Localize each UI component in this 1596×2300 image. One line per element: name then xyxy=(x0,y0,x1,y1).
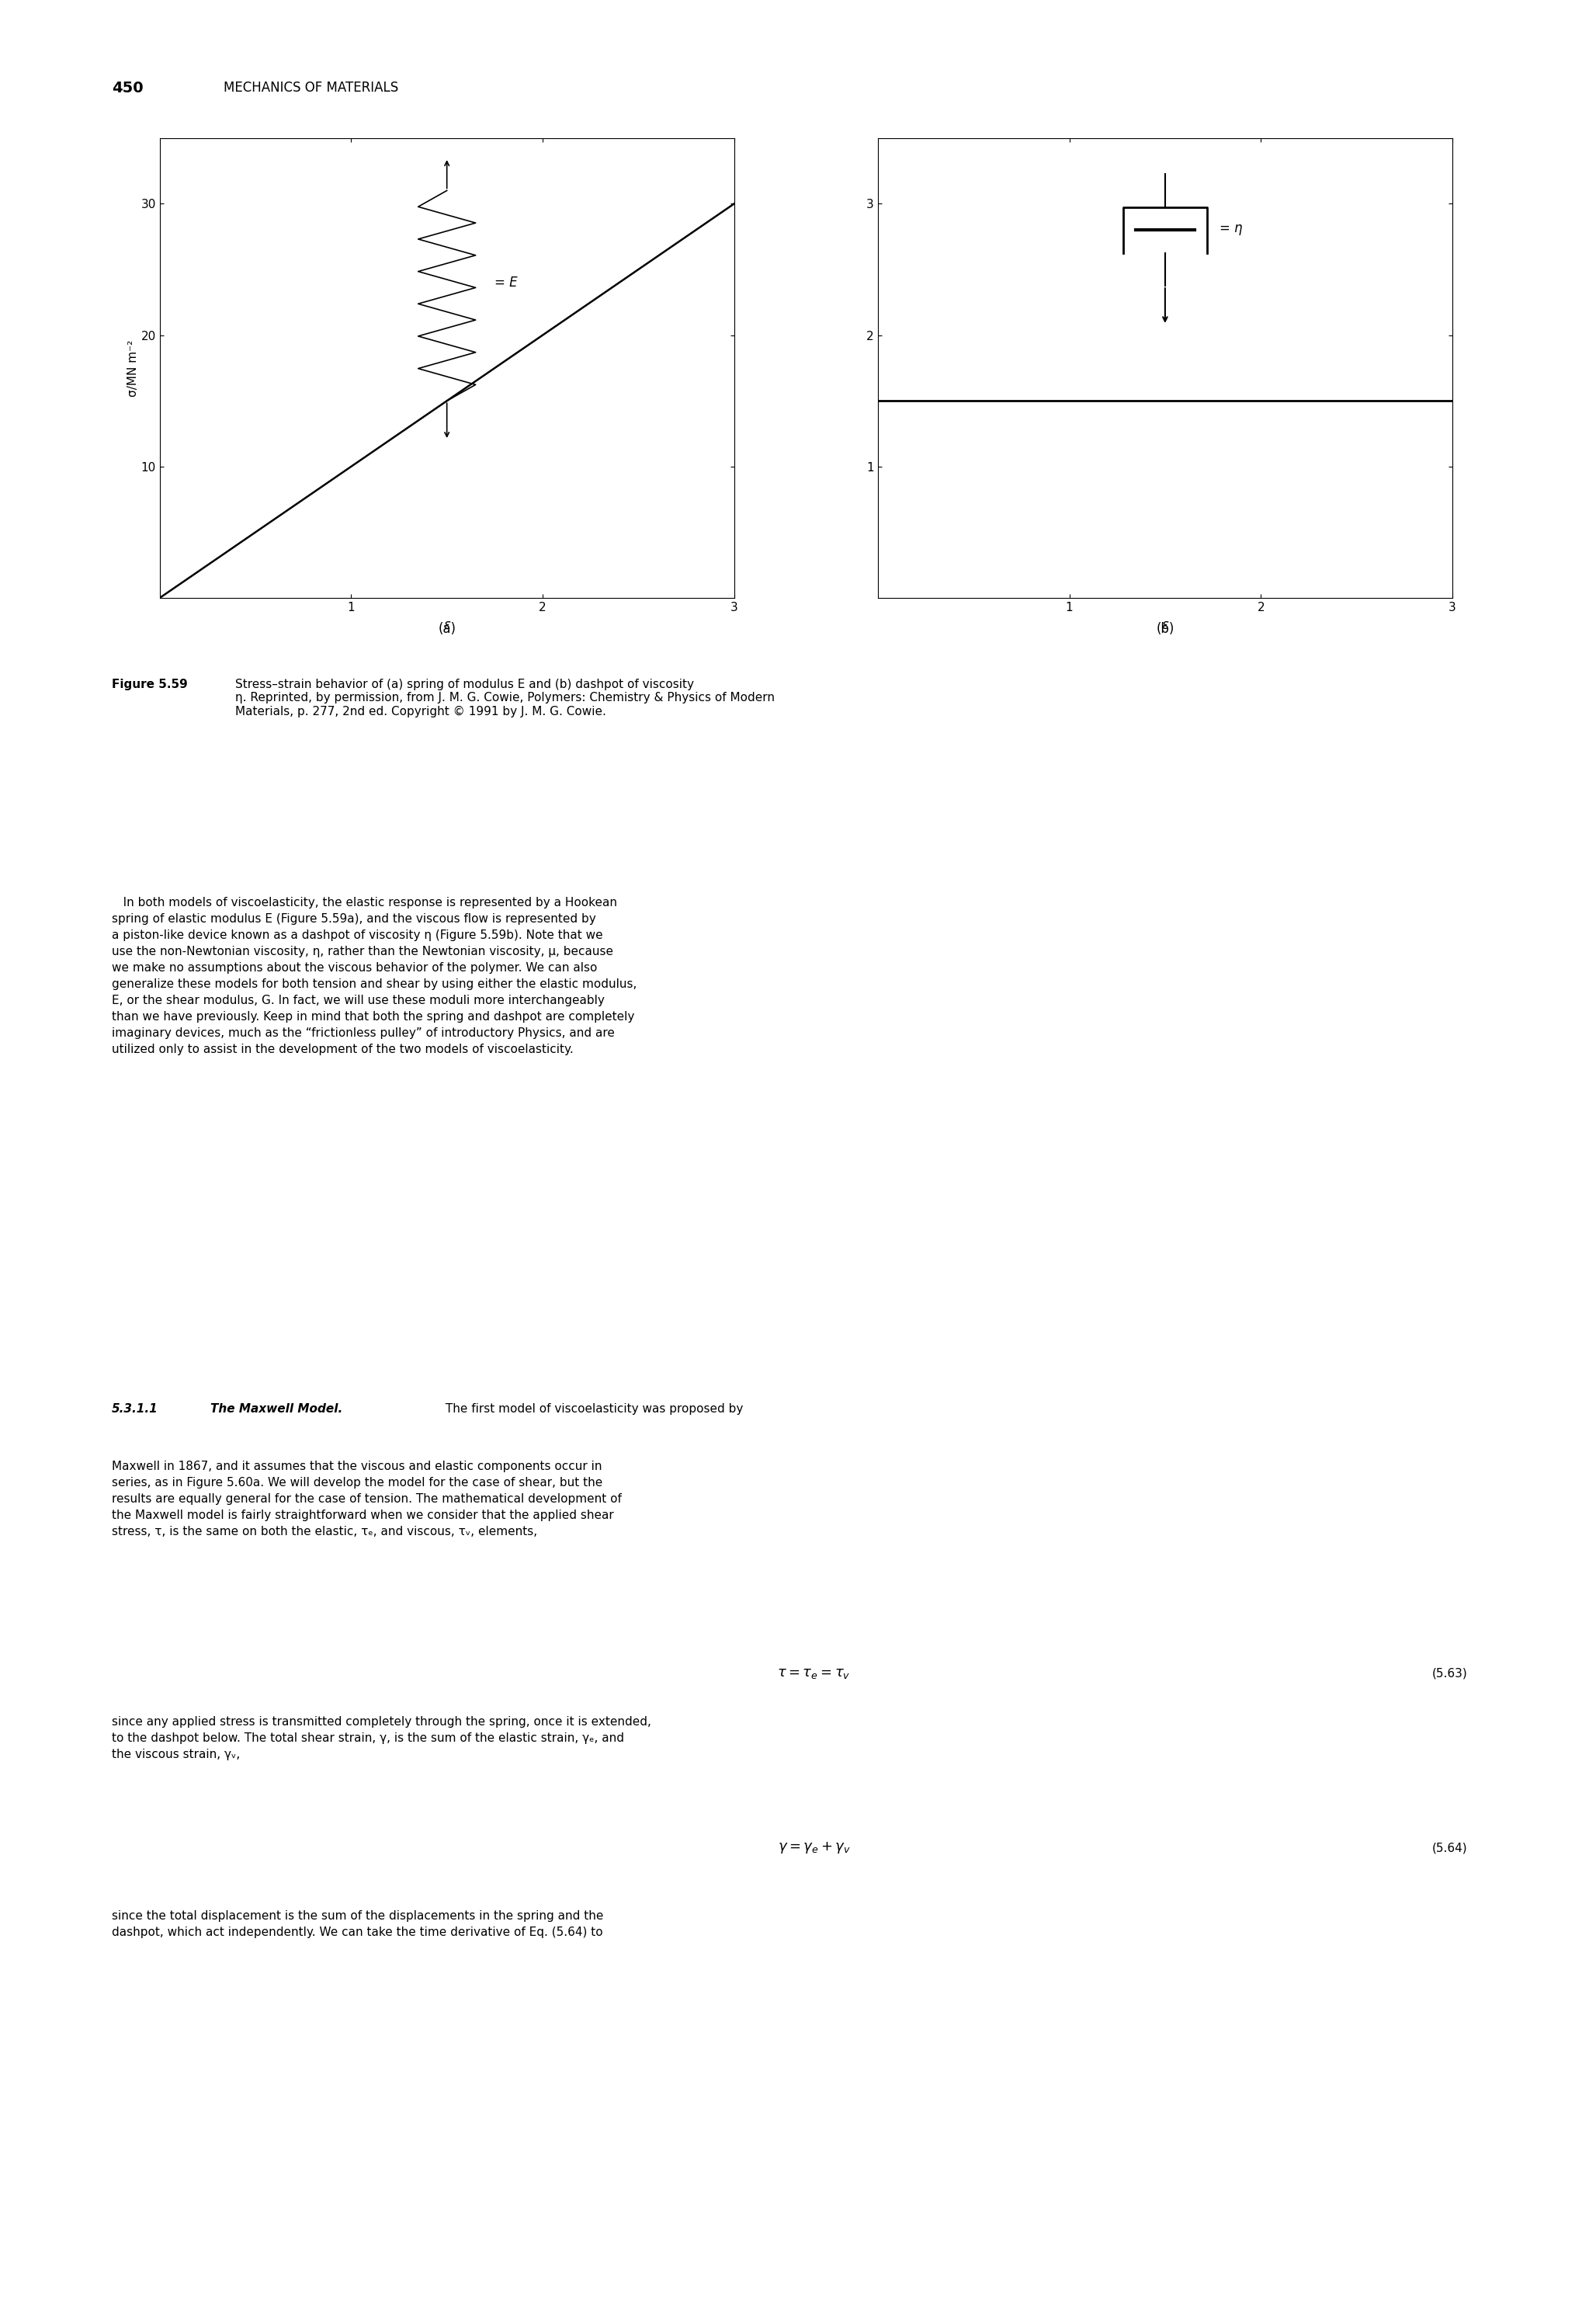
X-axis label: ε: ε xyxy=(444,619,450,632)
Text: Maxwell in 1867, and it assumes that the viscous and elastic components occur in: Maxwell in 1867, and it assumes that the… xyxy=(112,1460,621,1539)
Text: MECHANICS OF MATERIALS: MECHANICS OF MATERIALS xyxy=(223,81,399,94)
Text: Figure 5.59: Figure 5.59 xyxy=(112,678,188,690)
Y-axis label: σ/MN m⁻²: σ/MN m⁻² xyxy=(128,340,139,396)
Text: In both models of viscoelasticity, the elastic response is represented by a Hook: In both models of viscoelasticity, the e… xyxy=(112,897,637,1056)
X-axis label: ε: ε xyxy=(1162,619,1168,632)
Text: Stress–strain behavior of (a) spring of modulus E and (b) dashpot of viscosity
η: Stress–strain behavior of (a) spring of … xyxy=(235,678,774,718)
Text: 5.3.1.1: 5.3.1.1 xyxy=(112,1403,158,1414)
Text: The first model of viscoelasticity was proposed by: The first model of viscoelasticity was p… xyxy=(442,1403,744,1414)
Text: since any applied stress is transmitted completely through the spring, once it i: since any applied stress is transmitted … xyxy=(112,1716,651,1760)
Text: $\gamma = \gamma_e + \gamma_v$: $\gamma = \gamma_e + \gamma_v$ xyxy=(777,1840,851,1856)
Text: since the total displacement is the sum of the displacements in the spring and t: since the total displacement is the sum … xyxy=(112,1909,603,1939)
Text: 450: 450 xyxy=(112,81,144,94)
Text: $\tau = \tau_e = \tau_v$: $\tau = \tau_e = \tau_v$ xyxy=(777,1665,851,1681)
Text: (5.64): (5.64) xyxy=(1432,1842,1467,1854)
Text: The Maxwell Model.: The Maxwell Model. xyxy=(211,1403,342,1414)
Text: = $\eta$: = $\eta$ xyxy=(1219,223,1243,237)
Text: (b): (b) xyxy=(1156,621,1175,635)
Text: (a): (a) xyxy=(437,621,456,635)
Text: (5.63): (5.63) xyxy=(1432,1667,1467,1679)
Text: = E: = E xyxy=(495,276,517,290)
